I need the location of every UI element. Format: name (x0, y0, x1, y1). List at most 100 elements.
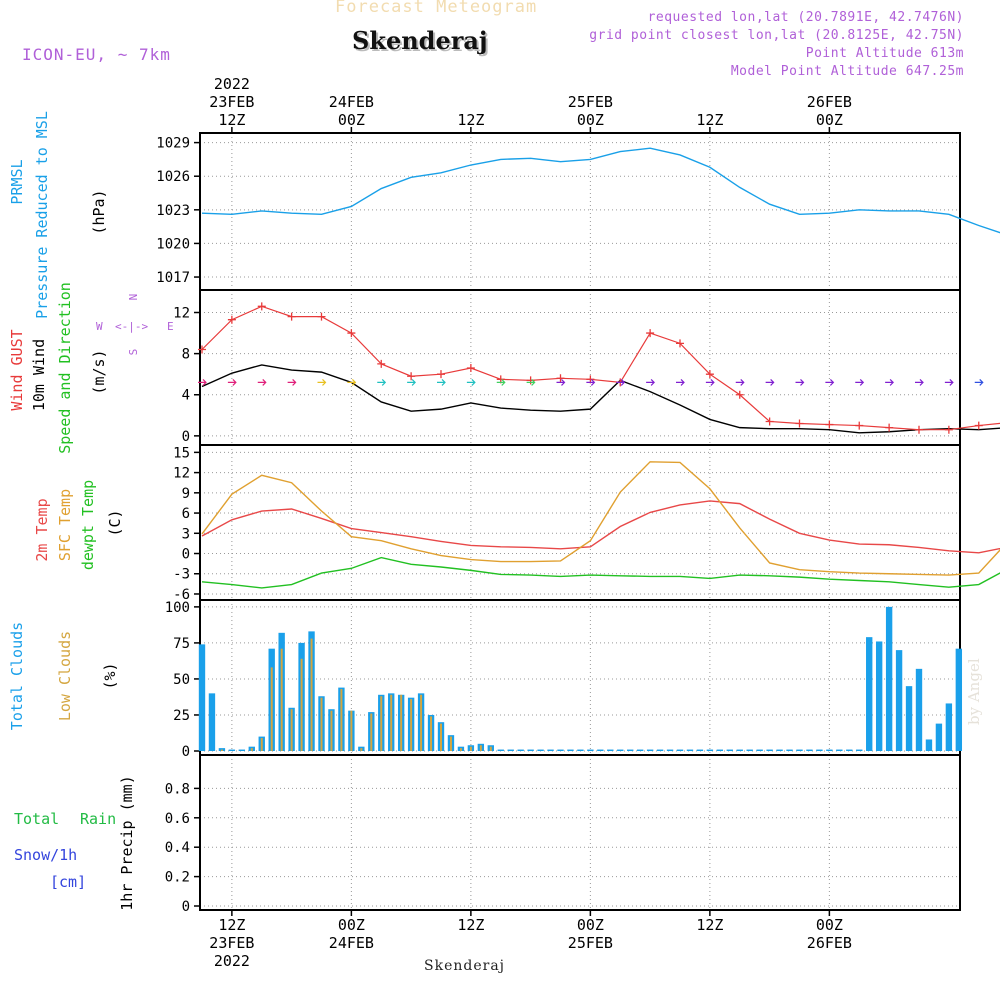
gust-marker (974, 421, 983, 430)
y-tick-label: 6 (182, 506, 190, 522)
y-tick-label: 1029 (156, 136, 190, 152)
y-tick-label: 0.6 (165, 811, 190, 827)
total-cloud-bar (846, 749, 853, 751)
total-cloud-bar (885, 606, 893, 751)
total-cloud-bar (577, 749, 584, 751)
top-time-label: 2022 (214, 75, 250, 93)
low-cloud-bar (380, 696, 383, 751)
gust-marker (885, 423, 894, 432)
wind-direction-arrow (198, 378, 207, 386)
temp-2m-label: 2m Temp (33, 498, 51, 561)
product-title: Forecast Meteogram (335, 0, 538, 17)
compass-n: N (127, 294, 140, 301)
total-cloud-bar (238, 749, 246, 751)
top-time-label: 26FEB (807, 93, 852, 111)
wind-direction-arrow (257, 378, 267, 386)
gust-marker (765, 417, 774, 426)
gust-marker (825, 420, 834, 429)
wind-direction-arrow (885, 378, 894, 386)
total-cloud-bar (656, 749, 664, 751)
bottom-time-label: 26FEB (807, 934, 852, 952)
low-cloud-bar (290, 709, 293, 751)
wind-10m-label: 10m Wind (30, 339, 48, 411)
compass-e: E (167, 320, 174, 333)
y-tick-label: 12 (173, 306, 190, 322)
clouds-unit: (%) (101, 662, 119, 689)
total-cloud-bar (746, 749, 753, 751)
y-tick-label: 75 (173, 636, 190, 652)
total-cloud-bar (716, 749, 724, 751)
pressure-label-2: Pressure Reduced to MSL (33, 111, 51, 319)
total-cloud-bar (636, 749, 644, 751)
total-cloud-bar (208, 693, 216, 751)
y-tick-label: 4 (182, 388, 190, 404)
total-cloud-bar (587, 749, 594, 751)
total-cloud-bar (796, 749, 803, 751)
gust-marker (855, 421, 864, 430)
wind-direction-arrow (227, 378, 237, 386)
sfc-temp-line (201, 461, 1000, 576)
gust-marker (317, 312, 326, 321)
y-tick-label: 0.4 (165, 840, 190, 856)
wind-unit: (m/s) (90, 349, 108, 394)
y-tick-label: 0 (182, 744, 190, 760)
total-cloud-bar (935, 723, 943, 751)
pressure-label-1: PRMSL (8, 159, 26, 204)
top-time-label: 23FEB (209, 93, 254, 111)
top-time-label: 00Z (338, 111, 365, 129)
total-cloud-bar (666, 749, 674, 751)
top-time-label: 00Z (577, 111, 604, 129)
y-tick-label: 3 (182, 526, 190, 542)
y-tick-label: 8 (182, 347, 190, 363)
wind-direction-arrow (287, 378, 297, 386)
total-cloud-bar (806, 749, 813, 751)
gust-line (201, 305, 1000, 431)
low-cloud-bar (420, 694, 423, 751)
low-cloud-bar (280, 648, 283, 751)
total-cloud-bar (686, 749, 694, 751)
wind-direction-arrow (377, 378, 387, 386)
total-cloud-bar (646, 749, 654, 751)
total-cloud-bar (945, 703, 953, 751)
total-rain-label-2: Rain (80, 810, 116, 828)
precip-label: 1hr Precip (mm) (118, 775, 136, 910)
model-altitude: Model Point Altitude 647.25m (730, 64, 964, 79)
y-tick-label: 50 (173, 672, 190, 688)
low-cloud-bar (330, 710, 333, 751)
compass-w: W (96, 320, 103, 333)
y-tick-label: -6 (173, 587, 190, 603)
total-cloud-bar (756, 749, 763, 751)
station-title: Skenderaj (352, 26, 488, 55)
y-tick-label: 1023 (156, 203, 190, 219)
wind-direction-arrow (735, 378, 745, 386)
temp-2m-line (201, 500, 1000, 554)
wind-speed-line (201, 364, 1000, 434)
low-cloud-bar (440, 723, 442, 751)
panel-frame (199, 754, 961, 911)
compass-arrows: <-|-> (115, 320, 148, 333)
wind-direction-arrow (317, 378, 327, 386)
bottom-time-label: 25FEB (568, 934, 613, 952)
wind-direction-arrow (825, 378, 835, 386)
total-cloud-bar (856, 749, 863, 751)
y-tick-label: 0.2 (165, 870, 190, 886)
gust-marker (257, 302, 266, 311)
grid-point-coords: grid point closest lon,lat (20.8125E, 42… (589, 28, 964, 43)
wind-gust-label: Wind GUST (8, 329, 26, 410)
total-cloud-bar (517, 749, 524, 751)
wind-direction-arrow (646, 378, 655, 386)
gust-marker (795, 419, 804, 428)
wind-direction-arrow (765, 378, 775, 386)
low-clouds-label: Low Clouds (56, 631, 74, 721)
low-cloud-bar (390, 694, 393, 751)
low-cloud-bar (270, 667, 273, 751)
y-tick-label: 15 (173, 445, 190, 461)
top-time-label: 12Z (696, 111, 723, 129)
total-cloud-bar (507, 749, 514, 751)
temp-unit: (C) (106, 509, 124, 536)
gust-marker (466, 364, 475, 373)
bottom-time-label: 2022 (214, 952, 250, 970)
wind-direction-arrow (616, 378, 626, 386)
low-cloud-bar (469, 746, 472, 751)
low-cloud-bar (370, 713, 373, 751)
